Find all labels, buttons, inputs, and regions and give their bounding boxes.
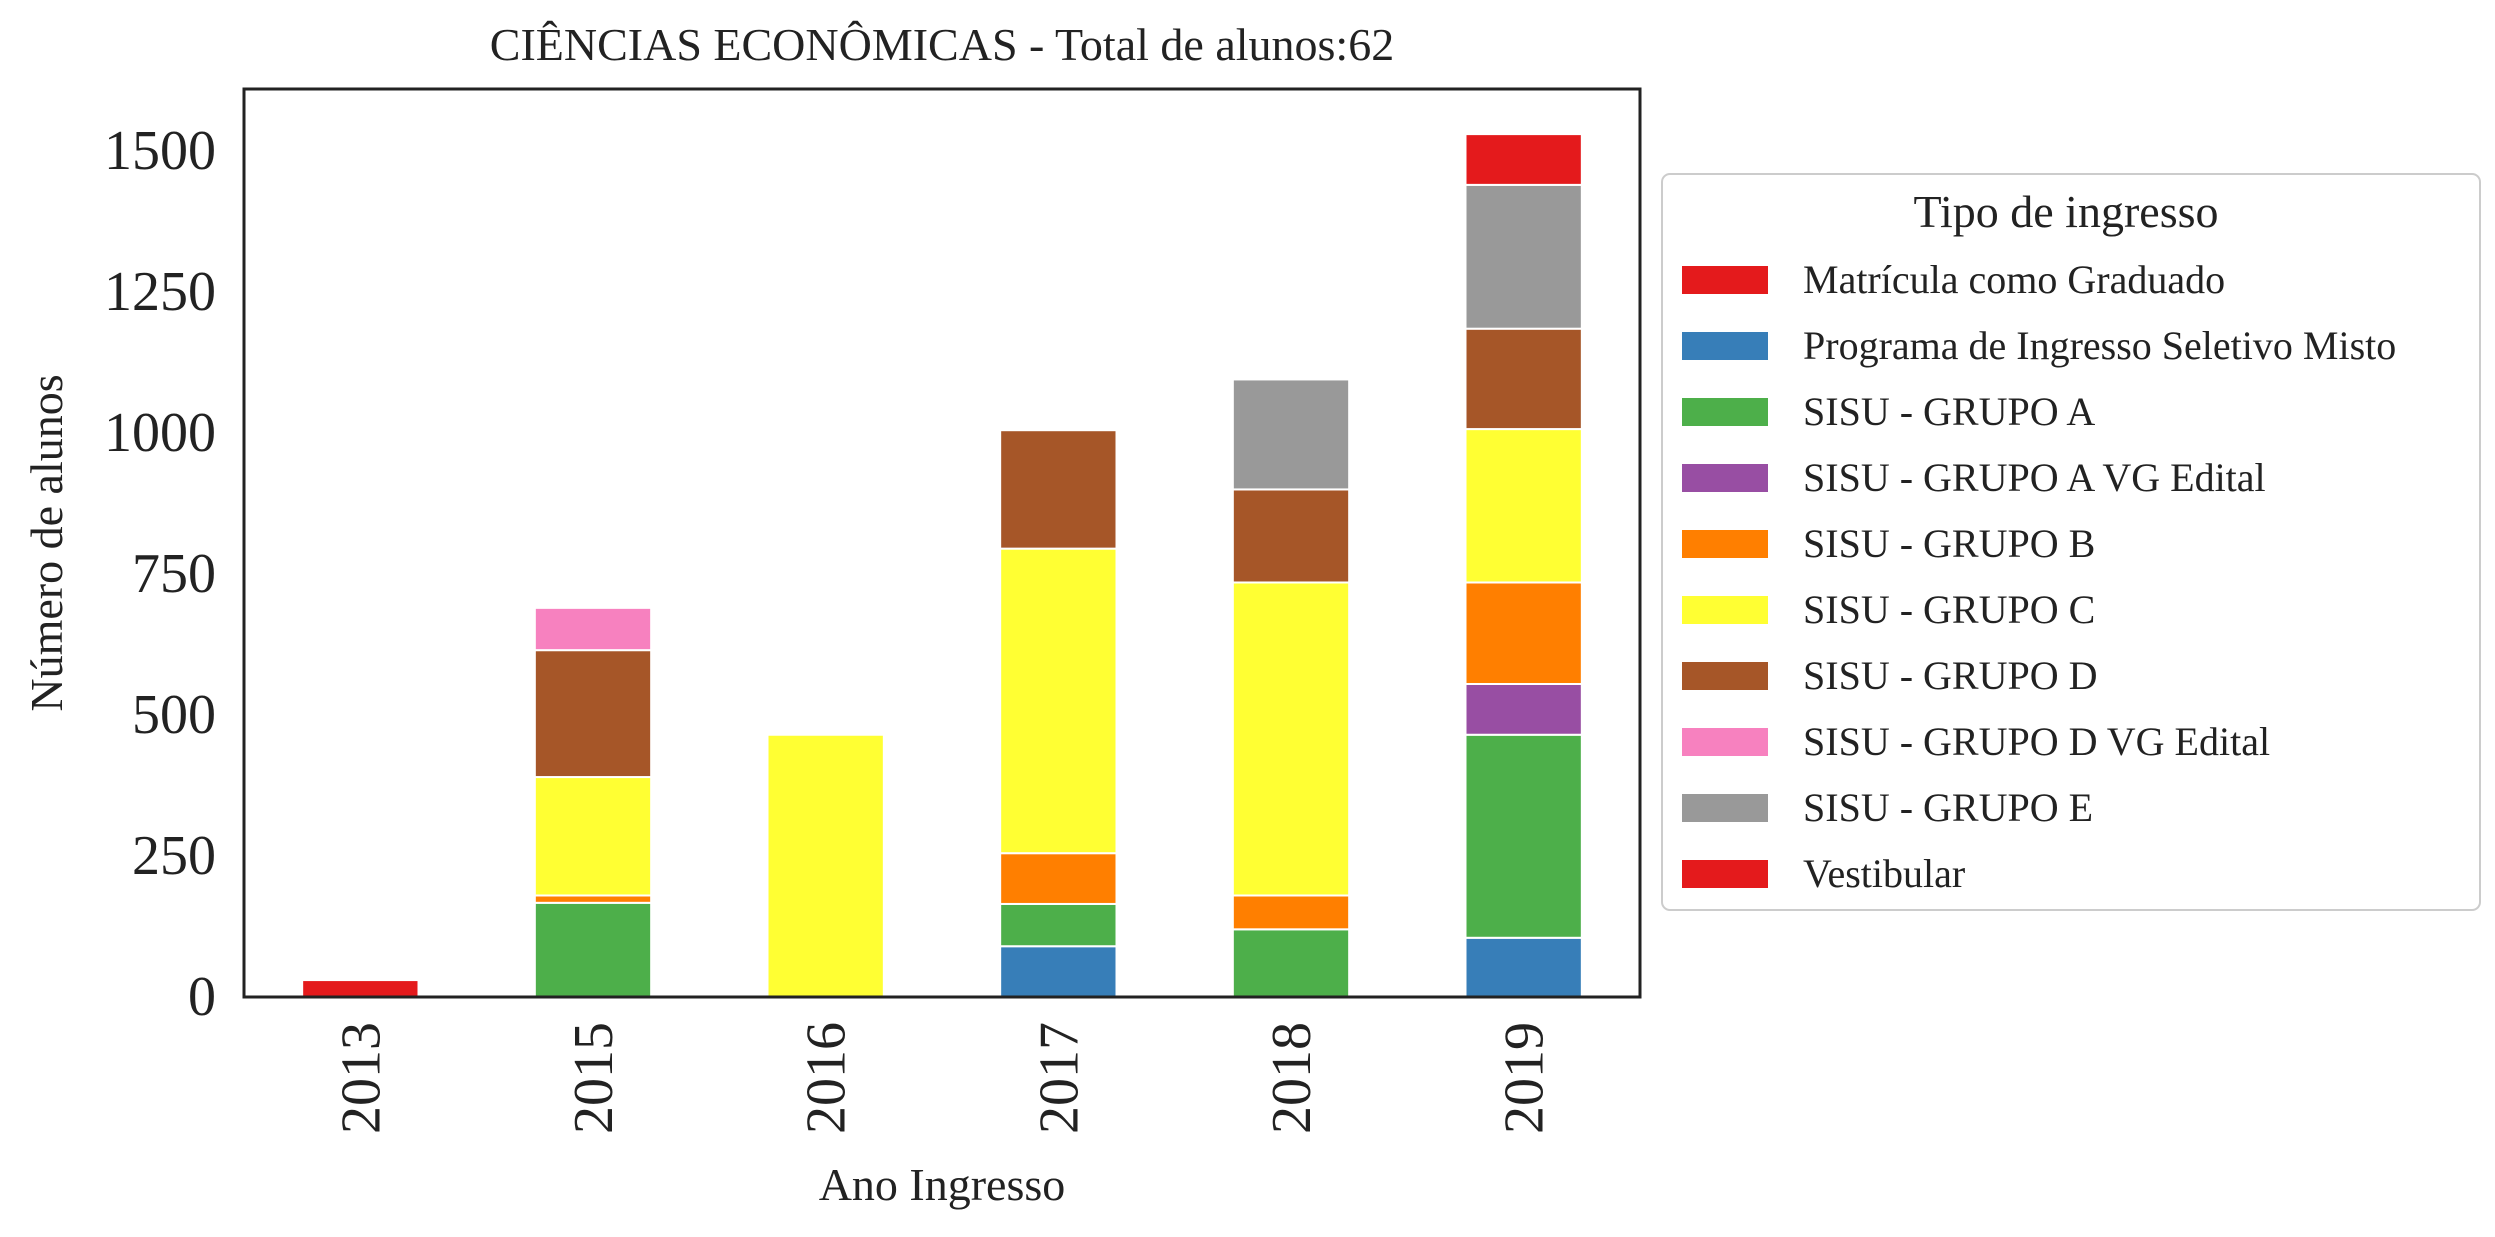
bar-2019-series-6: [1464, 327, 1583, 431]
bar-2017-series-2: [999, 902, 1118, 948]
bar-2017-series-4: [999, 852, 1118, 905]
x-tick-label: 2016: [796, 1022, 858, 1134]
y-tick-label: 250: [132, 825, 216, 887]
legend-swatch: [1682, 662, 1768, 690]
legend-label: SISU - GRUPO C: [1803, 587, 2095, 632]
bar-2018-series-2: [1231, 928, 1351, 999]
bar-2019-series-3: [1464, 682, 1583, 736]
bar-2017-series-5: [999, 547, 1118, 855]
legend: Tipo de ingresso Matrícula como Graduado…: [1661, 173, 2481, 911]
legend-swatch: [1682, 398, 1768, 426]
bar-2015-series-7: [533, 606, 653, 652]
bar-2015-series-4: [533, 894, 653, 904]
bar-2018-series-5: [1231, 581, 1351, 897]
x-tick-label: 2019: [1494, 1022, 1556, 1134]
bar-2019-series-9: [1464, 133, 1583, 186]
bar-2017-series-1: [999, 945, 1118, 999]
legend-swatch: [1682, 530, 1768, 558]
bar-2016-series-5: [766, 733, 885, 998]
bar-2017-series-6: [999, 429, 1118, 550]
legend-swatch: [1682, 596, 1768, 624]
legend-label: SISU - GRUPO D: [1803, 653, 2098, 698]
chart-title: CIÊNCIAS ECONÔMICAS - Total de alunos:62: [490, 19, 1394, 70]
legend-swatch: [1682, 332, 1768, 360]
legend-swatch: [1682, 266, 1768, 294]
legend-swatch: [1682, 728, 1768, 756]
x-axis-label: Ano Ingresso: [819, 1159, 1066, 1210]
legend-box: [1661, 173, 2481, 911]
bars-layer: [301, 133, 1583, 999]
legend-label: SISU - GRUPO A: [1803, 389, 2095, 434]
legend-label: SISU - GRUPO B: [1803, 521, 2095, 566]
bar-2019-series-5: [1464, 428, 1583, 584]
y-axis-ticks: 0 250 500 750 1000 1250 1500: [104, 120, 216, 1028]
y-tick-label: 1000: [104, 402, 216, 464]
bar-2018-series-4: [1231, 894, 1351, 931]
y-tick-label: 1500: [104, 120, 216, 182]
bar-2013-series-9: [301, 979, 420, 999]
legend-title: Tipo de ingresso: [1914, 186, 2219, 237]
legend-label: SISU - GRUPO D VG Edital: [1803, 719, 2270, 764]
legend-swatch: [1682, 860, 1768, 888]
y-tick-label: 500: [132, 684, 216, 746]
bar-2015-series-2: [533, 901, 653, 999]
y-axis-label: Número de alunos: [21, 374, 72, 711]
bar-2019-series-1: [1464, 936, 1583, 998]
legend-label: SISU - GRUPO E: [1803, 785, 2093, 830]
plot-frame: [242, 87, 1642, 999]
legend-swatch: [1682, 464, 1768, 492]
legend-label: Programa de Ingresso Seletivo Misto: [1803, 323, 2396, 368]
y-tick-label: 1250: [104, 261, 216, 323]
x-tick-label: 2017: [1028, 1022, 1090, 1134]
bar-2019-series-8: [1464, 183, 1583, 330]
x-axis-ticks: 2013 2015 2016 2017 2018 2019: [330, 1022, 1555, 1134]
bar-2018-series-8: [1231, 378, 1351, 491]
bar-2019-series-2: [1464, 733, 1583, 939]
y-tick-label: 0: [188, 966, 216, 1028]
legend-label: Vestibular: [1803, 851, 1965, 896]
x-tick-label: 2015: [563, 1022, 625, 1134]
bar-2019-series-4: [1464, 581, 1583, 685]
x-tick-label: 2018: [1261, 1022, 1323, 1134]
legend-label: SISU - GRUPO A VG Edital: [1803, 455, 2266, 500]
legend-items: Matrícula como Graduado Programa de Ingre…: [1682, 257, 2396, 896]
bar-2015-series-5: [533, 776, 653, 897]
bar-2018-series-6: [1231, 488, 1351, 584]
legend-label: Matrícula como Graduado: [1803, 257, 2225, 302]
x-tick-label: 2013: [330, 1022, 392, 1134]
y-tick-label: 750: [132, 543, 216, 605]
bar-2015-series-6: [533, 649, 653, 779]
legend-swatch: [1682, 794, 1768, 822]
